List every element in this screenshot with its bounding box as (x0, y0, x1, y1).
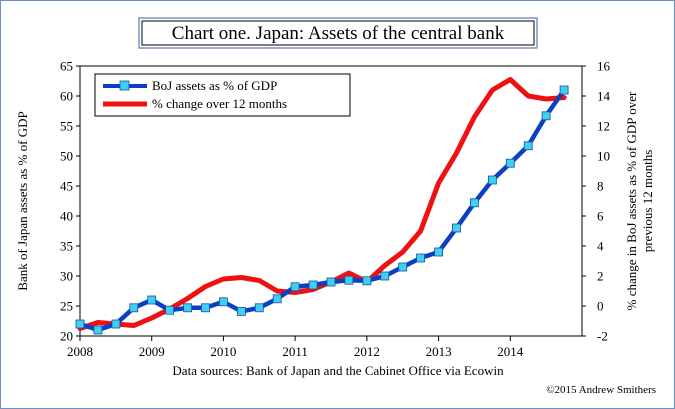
x-tick-label: 2008 (67, 344, 93, 359)
legend-label-pct-change: % change over 12 months (152, 96, 287, 111)
data-point-boj-assets (362, 276, 372, 286)
left-tick-label: 20 (60, 329, 73, 344)
data-point-boj-assets (236, 306, 246, 316)
series-line-boj-assets (77, 87, 567, 333)
left-tick-label: 30 (60, 269, 73, 284)
data-source-note: Data sources: Bank of Japan and the Cabi… (172, 363, 504, 378)
right-tick-label: 10 (597, 149, 610, 164)
right-tick-label: 6 (597, 209, 604, 224)
x-tick-label: 2010 (210, 344, 236, 359)
left-tick-label: 60 (60, 89, 73, 104)
x-tick-label: 2014 (497, 344, 524, 359)
x-tick-label: 2013 (426, 344, 452, 359)
data-point-boj-assets (380, 271, 390, 281)
legend-marker-boj-assets (119, 80, 130, 91)
title-box (138, 17, 538, 49)
right-tick-label: 12 (597, 119, 610, 134)
right-tick-label: 0 (597, 299, 604, 314)
right-axis-title-line1: % change in BoJ assets as % of GDP over (624, 91, 639, 310)
series-markers (75, 85, 569, 335)
left-tick-label: 35 (60, 239, 73, 254)
data-point-boj-assets (147, 295, 157, 305)
x-tick-label: 2011 (282, 344, 308, 359)
data-point-boj-assets (559, 85, 569, 95)
left-tick-label: 50 (60, 149, 73, 164)
data-point-boj-assets (183, 303, 193, 313)
right-tick-label: 4 (597, 239, 604, 254)
data-point-boj-assets (469, 198, 479, 208)
data-point-boj-assets (111, 319, 121, 329)
copyright-note: ©2015 Andrew Smithers (546, 384, 656, 396)
data-point-boj-assets (344, 275, 354, 285)
data-point-boj-assets (93, 325, 103, 335)
left-tick-label: 40 (60, 209, 73, 224)
data-point-boj-assets (523, 141, 533, 151)
data-point-boj-assets (487, 175, 497, 185)
left-tick-label: 65 (60, 59, 73, 74)
left-tick-label: 45 (60, 179, 73, 194)
data-point-boj-assets (434, 247, 444, 257)
data-point-boj-assets (218, 297, 228, 307)
data-point-boj-assets (416, 253, 426, 263)
data-point-boj-assets (201, 303, 210, 313)
legend: BoJ assets as % of GDP % change over 12 … (94, 73, 351, 117)
data-point-boj-assets (541, 111, 551, 121)
left-axis-title: Bank of Japan assets as % of GDP (15, 111, 30, 290)
right-tick-label: 8 (597, 179, 604, 194)
data-point-boj-assets (398, 262, 408, 272)
data-point-boj-assets (75, 319, 85, 329)
data-point-boj-assets (272, 294, 282, 304)
data-point-boj-assets (326, 277, 336, 287)
data-point-boj-assets (254, 303, 264, 313)
data-point-boj-assets (129, 303, 139, 313)
data-point-boj-assets (452, 223, 461, 233)
legend-label-boj-assets: BoJ assets as % of GDP (152, 78, 277, 93)
data-point-boj-assets (505, 158, 515, 168)
right-tick-label: 16 (597, 59, 611, 74)
left-tick-label: 55 (60, 119, 73, 134)
legend-box (94, 73, 351, 117)
data-point-boj-assets (290, 282, 300, 292)
right-tick-label: 14 (597, 89, 611, 104)
chart-title: Chart one. Japan: Assets of the central … (172, 23, 505, 44)
x-axis: 2008 2009 2010 2011 2012 2013 2014 (67, 336, 524, 359)
title-inner-box (141, 20, 535, 46)
right-axis: -2 0 2 4 6 8 10 12 14 16 (582, 59, 611, 344)
left-axis: 20 25 30 35 40 45 50 55 60 65 (60, 59, 80, 344)
series-lines (77, 77, 567, 333)
right-axis-title-line2: previous 12 months (640, 150, 655, 253)
data-point-boj-assets (308, 280, 318, 290)
left-tick-label: 25 (60, 299, 73, 314)
right-tick-label: 2 (597, 269, 604, 284)
right-tick-label: -2 (597, 329, 608, 344)
x-tick-label: 2012 (354, 344, 380, 359)
x-tick-label: 2009 (139, 344, 165, 359)
data-point-boj-assets (165, 305, 175, 315)
